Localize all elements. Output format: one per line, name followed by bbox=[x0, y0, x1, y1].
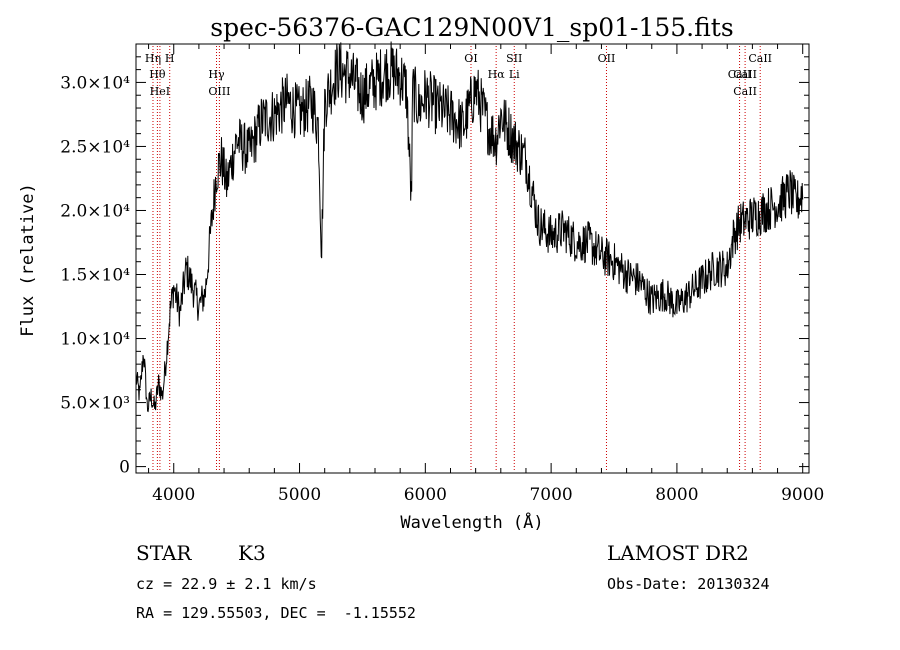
x-tick-label: 4000 bbox=[152, 485, 195, 505]
y-tick-label: 1.0×10⁴ bbox=[60, 330, 130, 350]
spectral-line-label: Hγ bbox=[208, 68, 225, 81]
spectral-line-label: Li bbox=[509, 68, 520, 81]
redshift-text: cz = 22.9 ± 2.1 km/s bbox=[136, 575, 317, 593]
spectral-line-label: CaII bbox=[728, 68, 752, 81]
chart-title: spec-56376-GAC129N00V1_sp01-155.fits bbox=[210, 13, 733, 42]
y-axis-ticks: 0 5.0×10³ 1.0×10⁴ 1.5×10⁴ 2.0×10⁴ 2.5×10⁴ 3.0×… bbox=[60, 56, 809, 478]
spectral-line-label: Hη bbox=[145, 52, 161, 65]
object-subclass: K3 bbox=[238, 541, 266, 565]
spectral-line-label: OIII bbox=[208, 85, 230, 98]
spectral-line-label: Hα bbox=[488, 68, 506, 81]
y-tick-label: 5.0×10³ bbox=[60, 394, 130, 414]
x-tick-label: 6000 bbox=[404, 485, 447, 505]
spectral-line-label: HeI bbox=[150, 85, 170, 98]
x-axis-label: Wavelength (Å) bbox=[400, 511, 543, 533]
x-tick-label: 5000 bbox=[278, 485, 321, 505]
y-axis-label: Flux (relative) bbox=[18, 183, 38, 337]
y-tick-label: 2.5×10⁴ bbox=[60, 137, 130, 157]
coordinates-text: RA = 129.55503, DEC = -1.15552 bbox=[136, 604, 416, 622]
spectral-line-label: H bbox=[165, 52, 175, 65]
x-axis-ticks: 4000 5000 6000 7000 8000 9000 bbox=[148, 44, 824, 505]
spectral-line-label: OII bbox=[598, 52, 616, 65]
spectral-line-label: Hθ bbox=[149, 68, 166, 81]
x-tick-label: 7000 bbox=[529, 485, 572, 505]
y-tick-label: 3.0×10⁴ bbox=[60, 73, 130, 93]
survey-name: LAMOST DR2 bbox=[607, 541, 749, 565]
spectrum-line bbox=[135, 41, 804, 413]
spectral-line-label: CaII bbox=[733, 68, 757, 81]
line-marker-labels: HηHθHeIHHγOIIIOIHαSIILiOIICaIICaIICaIICa… bbox=[145, 52, 772, 98]
y-tick-label: 1.5×10⁴ bbox=[60, 266, 130, 286]
line-markers bbox=[152, 46, 761, 471]
spectral-line-label: OI bbox=[464, 52, 477, 65]
y-tick-label: 2.0×10⁴ bbox=[60, 201, 130, 221]
x-tick-label: 8000 bbox=[655, 485, 698, 505]
plot-frame bbox=[135, 43, 810, 474]
object-class: STAR bbox=[136, 541, 192, 565]
obs-date: Obs-Date: 20130324 bbox=[607, 575, 770, 593]
spectral-line-label: CaII bbox=[733, 85, 757, 98]
spectral-line-label: CaII bbox=[748, 52, 772, 65]
spectral-line-label: SII bbox=[506, 52, 522, 65]
x-tick-label: 9000 bbox=[781, 485, 824, 505]
y-tick-label: 0 bbox=[119, 458, 130, 478]
